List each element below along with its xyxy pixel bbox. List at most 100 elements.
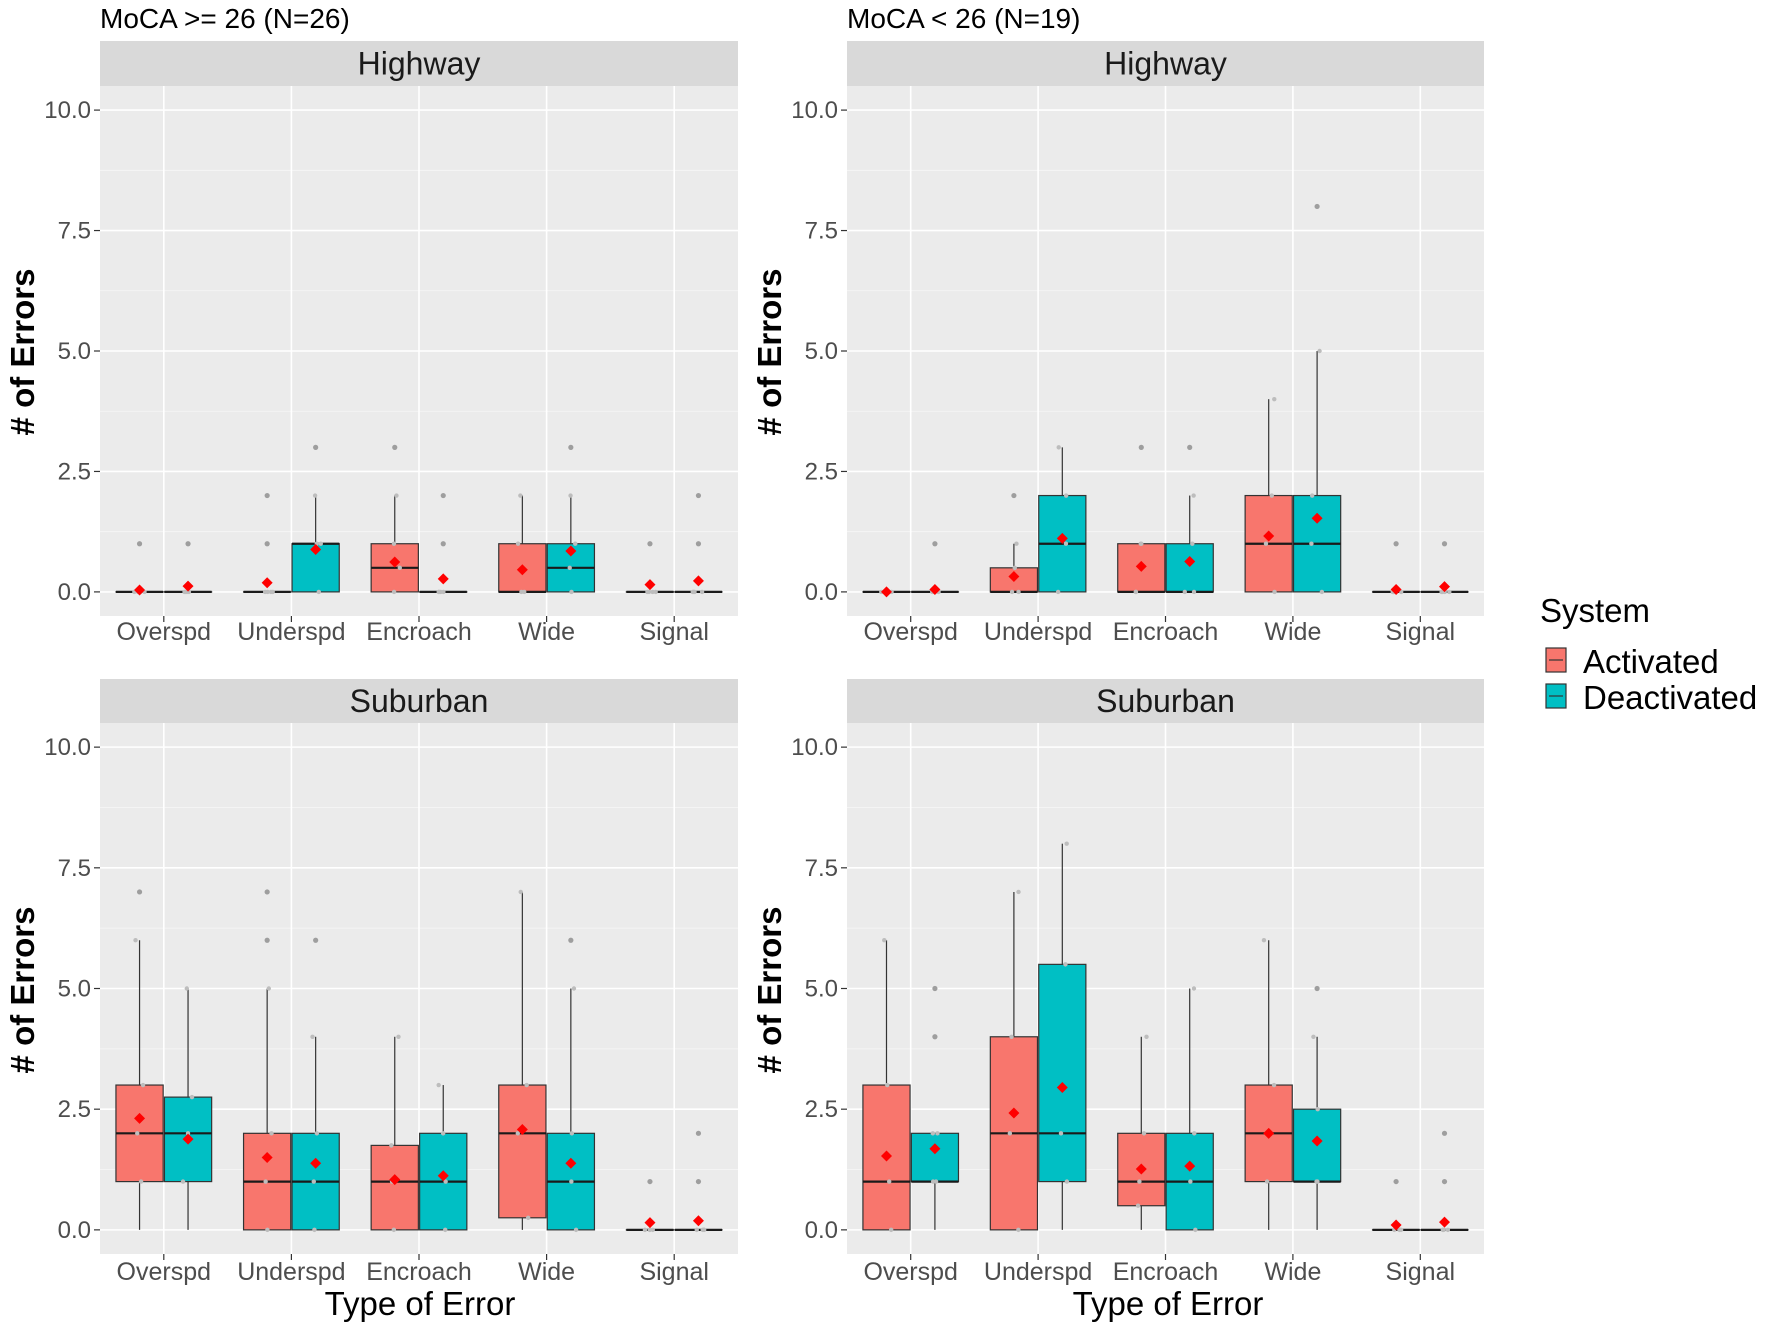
- raw-point: [569, 1179, 574, 1184]
- box-deactivated: [1038, 445, 1087, 595]
- box-activated: [242, 492, 292, 595]
- y-tick-label: 2.5: [58, 458, 91, 485]
- raw-point: [888, 1227, 894, 1233]
- box-activated: [115, 541, 164, 596]
- mean-marker: [182, 1133, 194, 1145]
- y-axis-title: # of Errors: [751, 907, 788, 1074]
- y-tick-label: 5.0: [805, 338, 838, 365]
- box-deactivated: [1292, 203, 1342, 595]
- outlier-point: [1138, 444, 1144, 450]
- box-activated: [989, 889, 1039, 1233]
- facet-strip-label: Highway: [358, 46, 481, 82]
- raw-point: [1138, 541, 1143, 546]
- y-tick-label: 5.0: [58, 338, 91, 365]
- y-axis-title: # of Errors: [4, 907, 41, 1074]
- raw-point: [135, 1131, 140, 1136]
- raw-point: [1440, 1227, 1445, 1233]
- mean-marker: [1263, 1127, 1275, 1139]
- raw-point: [1016, 889, 1021, 895]
- raw-point: [515, 1131, 521, 1136]
- box-deactivated: [674, 1130, 723, 1233]
- outlier-point: [1441, 541, 1448, 547]
- raw-point: [930, 1131, 936, 1136]
- mean-marker: [1056, 1081, 1068, 1093]
- x-tick-label: Underspd: [984, 1258, 1092, 1286]
- mean-marker: [389, 1174, 401, 1186]
- mean-marker: [1439, 1216, 1451, 1228]
- box-deactivated: [910, 985, 960, 1230]
- mean-marker: [516, 1123, 528, 1135]
- raw-point: [1311, 1034, 1316, 1039]
- raw-point: [653, 589, 658, 595]
- y-tick-label: 7.5: [58, 855, 91, 882]
- y-tick-label: 10.0: [791, 734, 838, 761]
- box-deactivated: [1165, 444, 1214, 595]
- raw-point: [1009, 1034, 1014, 1039]
- mean-marker: [1311, 1135, 1323, 1147]
- raw-point: [1133, 589, 1138, 595]
- legend-title: System: [1540, 592, 1650, 629]
- raw-point: [182, 589, 187, 595]
- outlier-point: [313, 937, 319, 943]
- x-tick-label: Encroach: [366, 618, 472, 646]
- facet-panel: Suburban 0.0 2.5 5.0 7.5 10.0 Overspd Underspd E…: [791, 679, 1484, 1286]
- raw-point: [647, 1227, 653, 1233]
- raw-point: [1319, 589, 1325, 595]
- box-deactivated: [291, 937, 340, 1233]
- mean-marker: [310, 544, 322, 556]
- box-deactivated: [674, 492, 723, 595]
- box-activated: [862, 938, 911, 1233]
- y-tick-label: 7.5: [805, 855, 838, 882]
- raw-point: [391, 1227, 397, 1233]
- facet-strip: [847, 41, 1484, 86]
- outlier-point: [568, 444, 574, 450]
- x-tick-label: Signal: [1386, 1258, 1456, 1286]
- box-activated: [370, 444, 419, 595]
- legend: System Activated Deactivated: [1540, 592, 1757, 716]
- mean-marker: [389, 556, 401, 568]
- raw-point: [1137, 1179, 1142, 1184]
- y-tick-label: 7.5: [58, 218, 91, 245]
- mean-marker: [1056, 532, 1068, 544]
- outlier-point: [185, 541, 191, 547]
- raw-point: [316, 589, 322, 595]
- raw-point: [1192, 1131, 1197, 1136]
- raw-point: [318, 541, 323, 546]
- x-tick-label: Signal: [639, 618, 709, 646]
- raw-point: [1447, 589, 1452, 595]
- raw-point: [396, 1034, 401, 1039]
- raw-point: [184, 986, 190, 991]
- x-tick-label: Signal: [1386, 618, 1456, 646]
- mean-marker: [134, 584, 146, 596]
- box-deactivated: [1165, 986, 1214, 1233]
- outlier-point: [932, 541, 938, 547]
- raw-point: [1016, 589, 1021, 595]
- outlier-point: [1187, 444, 1193, 450]
- raw-point: [1317, 348, 1322, 354]
- outlier-point: [264, 889, 270, 895]
- box-activated: [115, 889, 164, 1230]
- box-deactivated: [1420, 1130, 1469, 1233]
- mean-marker: [261, 1151, 273, 1163]
- raw-point: [1397, 1227, 1402, 1233]
- y-tick-label: 2.5: [805, 1096, 838, 1123]
- box-deactivated: [163, 986, 213, 1230]
- raw-point: [1315, 1106, 1320, 1112]
- facet-strip: [100, 679, 738, 723]
- raw-point: [1263, 541, 1269, 546]
- outlier-point: [647, 1178, 653, 1185]
- raw-point: [1064, 841, 1069, 846]
- y-tick-label: 2.5: [805, 458, 838, 485]
- raw-point: [140, 1082, 146, 1088]
- facet-panel: Highway 0.0 2.5 5.0 7.5 10.0 Overspd Underspd En…: [44, 41, 738, 646]
- raw-point: [265, 589, 270, 595]
- raw-point: [263, 1179, 268, 1184]
- outlier-point: [695, 1178, 702, 1185]
- y-tick-label: 10.0: [791, 97, 838, 124]
- mean-marker: [1184, 1160, 1196, 1172]
- x-tick-label: Signal: [639, 1258, 709, 1286]
- outlier-point: [932, 1034, 938, 1040]
- raw-point: [133, 938, 138, 943]
- box-activated: [1117, 1034, 1166, 1230]
- mean-marker: [437, 573, 449, 585]
